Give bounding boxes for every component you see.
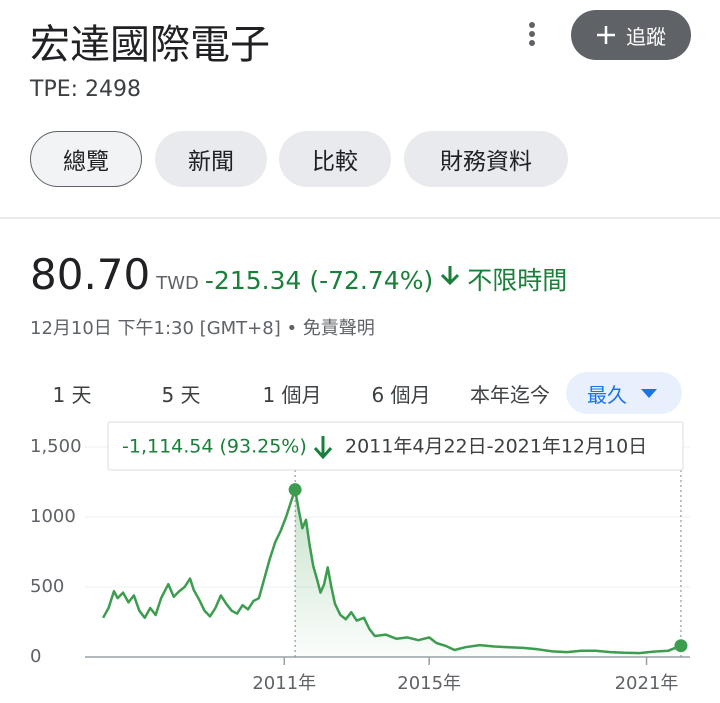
tooltip-arrow — [313, 436, 333, 460]
follow-label: 追蹤 — [626, 24, 666, 49]
range-option[interactable]: 最久 — [566, 372, 682, 414]
x-tick-label: 2021年 — [615, 673, 679, 694]
selection-shade — [295, 489, 681, 657]
selection-point — [288, 483, 302, 497]
disclaimer[interactable]: 免責聲明 — [302, 318, 375, 339]
period: 不限時間 — [467, 266, 568, 295]
price-change: -215.34 (-72.74%) — [204, 266, 434, 295]
price: 80.70 — [30, 250, 151, 299]
range-label: 最久 — [587, 382, 627, 407]
stock-title: 宏達國際電子 — [30, 22, 270, 68]
down-arrow — [441, 265, 460, 285]
price-line — [102, 488, 682, 655]
y-tick-label: 1,500 — [30, 436, 82, 457]
range-option[interactable]: 本年迄今 — [458, 372, 562, 414]
x-tick-label: 2015年 — [397, 673, 461, 694]
follow-button[interactable]: 追蹤 — [571, 10, 691, 60]
timestamp: 12月10日 下午1:30 [GMT+8] — [30, 318, 281, 339]
plus-icon — [597, 26, 615, 44]
tab[interactable]: 財務資料 — [404, 131, 568, 187]
currency: TWD — [156, 273, 199, 294]
divider — [0, 217, 720, 219]
range-option[interactable]: 1 個月 — [244, 372, 340, 414]
range-label: 1 個月 — [262, 382, 322, 407]
y-tick-label: 1000 — [30, 506, 76, 527]
ticker: TPE: 2498 — [30, 77, 141, 102]
x-tick-label: 2011年 — [252, 673, 316, 694]
selection-point — [674, 639, 688, 653]
y-tick-label: 500 — [30, 576, 64, 597]
range-label: 6 個月 — [371, 382, 431, 407]
tooltip-box — [107, 421, 684, 471]
timestamp-row: 12月10日 下午1:30 [GMT+8] • 免責聲明 — [30, 318, 375, 339]
tab[interactable]: 總覽 — [30, 131, 142, 187]
range-label: 1 天 — [52, 382, 92, 407]
tooltip-range: 2011年4月22日-2021年12月10日 — [345, 436, 647, 458]
tab[interactable]: 比較 — [279, 131, 391, 187]
range-option[interactable]: 6 個月 — [353, 372, 449, 414]
range-option[interactable]: 1 天 — [34, 372, 110, 414]
dropdown-icon — [641, 389, 657, 398]
tab[interactable]: 新聞 — [155, 131, 267, 187]
y-tick-label: 0 — [30, 646, 41, 667]
quote-row: 80.70 TWD -215.34 (-72.74%) 不限時間 — [30, 250, 567, 299]
range-label: 本年迄今 — [470, 382, 550, 407]
range-option[interactable]: 5 天 — [143, 372, 219, 414]
more-menu[interactable] — [522, 22, 542, 48]
tooltip-change: -1,114.54 (93.25%) — [122, 436, 307, 458]
range-label: 5 天 — [161, 382, 201, 407]
